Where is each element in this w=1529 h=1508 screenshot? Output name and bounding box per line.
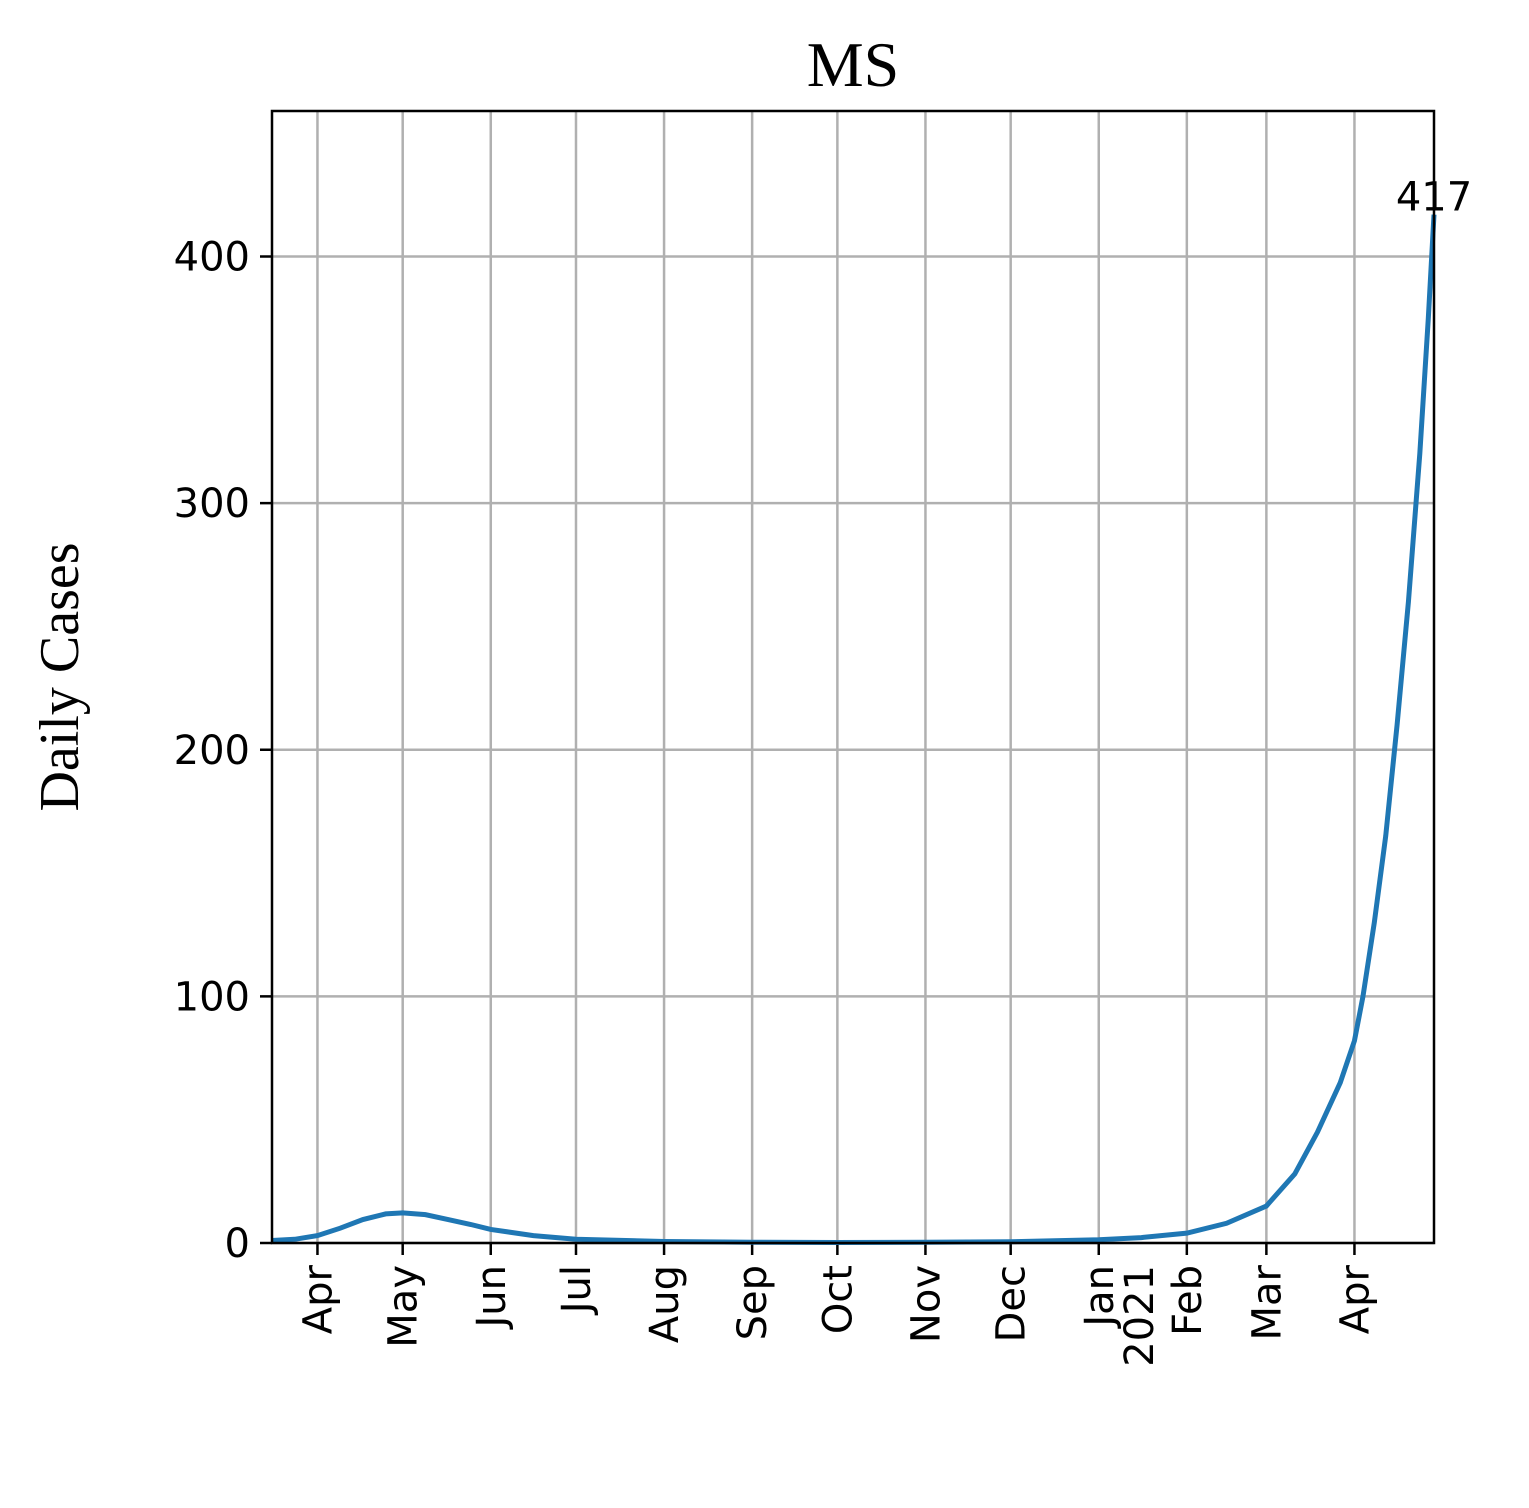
plot-frame	[270, 109, 1436, 1245]
annotation: 417	[1396, 175, 1472, 221]
y-tick-label: 300	[174, 481, 250, 527]
x-tick-label: Dec	[989, 1265, 1035, 1342]
x-tick-label: Sep	[730, 1265, 776, 1340]
x-tick-label: Jun	[469, 1265, 515, 1331]
x-tick-label: Aug	[642, 1265, 688, 1343]
x-tick-label: Apr	[295, 1264, 341, 1334]
x-tick-label: Oct	[815, 1265, 861, 1334]
y-tick-label: 200	[174, 728, 250, 774]
x-tick-label: Jan2021	[1077, 1265, 1163, 1367]
chart-title: MS	[807, 29, 900, 100]
x-tick-label: May	[381, 1265, 427, 1348]
y-axis-label: Daily Cases	[29, 542, 91, 811]
y-tick-label: 0	[225, 1221, 250, 1267]
x-tick-label: Jul	[554, 1265, 600, 1316]
x-tick-label: Apr	[1332, 1264, 1378, 1334]
y-tick-label: 100	[174, 974, 250, 1020]
x-tick-label: Feb	[1165, 1265, 1211, 1336]
data-line	[271, 214, 1437, 1246]
x-tick-label: Mar	[1244, 1264, 1290, 1340]
x-tick-label: Nov	[903, 1265, 949, 1343]
y-tick-label: 400	[174, 235, 250, 281]
